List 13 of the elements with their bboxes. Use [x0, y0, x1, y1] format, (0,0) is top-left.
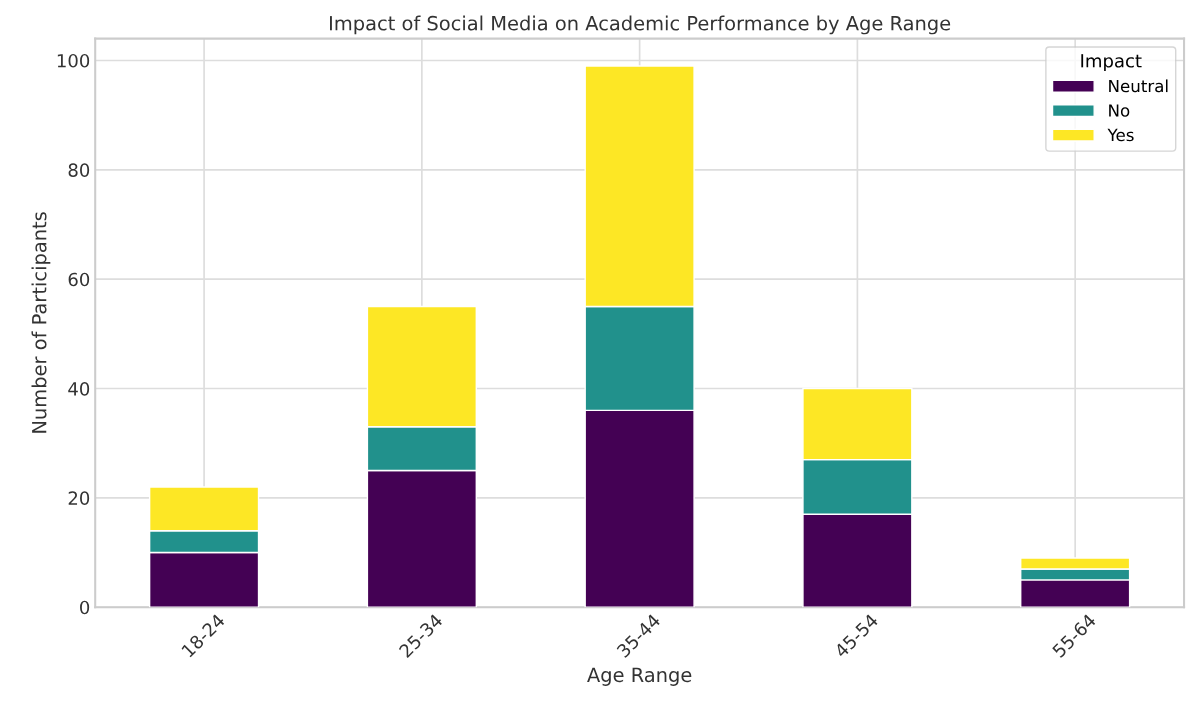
x-axis-title: Age Range — [587, 667, 692, 686]
chart-title: Impact of Social Media on Academic Performance by Age Range — [329, 15, 951, 35]
y-tick-label: 80 — [68, 163, 90, 177]
legend-label: Yes — [1107, 128, 1134, 142]
legend-label: Neutral — [1109, 79, 1168, 93]
y-tick-label: 100 — [57, 53, 90, 68]
legend-label: No — [1109, 104, 1130, 117]
y-tick-label: 60 — [68, 272, 90, 287]
legend-title: Impact — [1081, 54, 1142, 72]
y-tick-label: 40 — [68, 381, 90, 396]
y-axis-title: Number of Participants — [31, 212, 51, 433]
y-tick-label: 20 — [68, 491, 90, 505]
y-tick-label: 0 — [80, 600, 90, 615]
